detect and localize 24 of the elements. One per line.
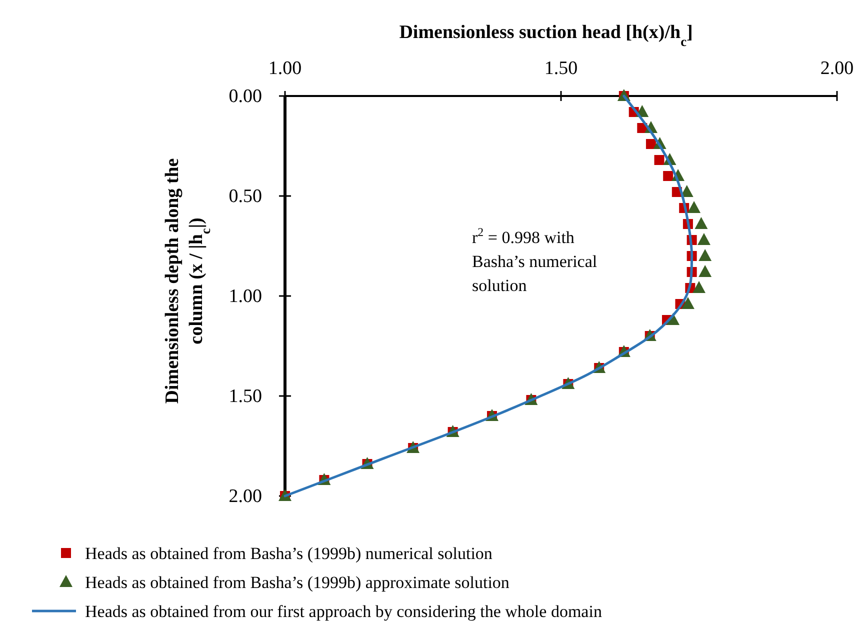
annotation: r$^{2}$ = 0.998 with Basha’s numerical solution: [472, 225, 598, 295]
y-tick-label: 1.00: [228, 286, 262, 307]
x-tick-label: 1.50: [544, 58, 578, 79]
point: [698, 249, 712, 261]
point: [646, 139, 656, 149]
legend-label: Heads as obtained from our first approach by considering the whole domain: [85, 602, 602, 621]
point: [654, 155, 664, 165]
point: [681, 297, 694, 309]
y-tick-label: 0.00: [228, 86, 262, 107]
legend-label: Heads as obtained from Basha’s (1999b) numerical solution: [85, 544, 493, 563]
y-tick-label: 2.00: [228, 486, 262, 507]
point: [698, 265, 712, 277]
x-tick-label: 2.00: [820, 58, 854, 79]
y-tick-label: 0.50: [228, 186, 262, 207]
x-tick-label: 1.00: [268, 58, 302, 79]
point: [680, 185, 694, 197]
point: [697, 233, 710, 245]
y-tick-label: 1.50: [228, 386, 262, 407]
point: [688, 201, 701, 213]
point: [692, 281, 706, 293]
x-axis-title: Dimensionless suction head [h(x)/h$_{c}$]: [399, 22, 693, 48]
point: [663, 171, 674, 181]
legend-label: Heads as obtained from Basha’s (1999b) approximate solution: [85, 573, 510, 592]
point: [694, 217, 708, 229]
